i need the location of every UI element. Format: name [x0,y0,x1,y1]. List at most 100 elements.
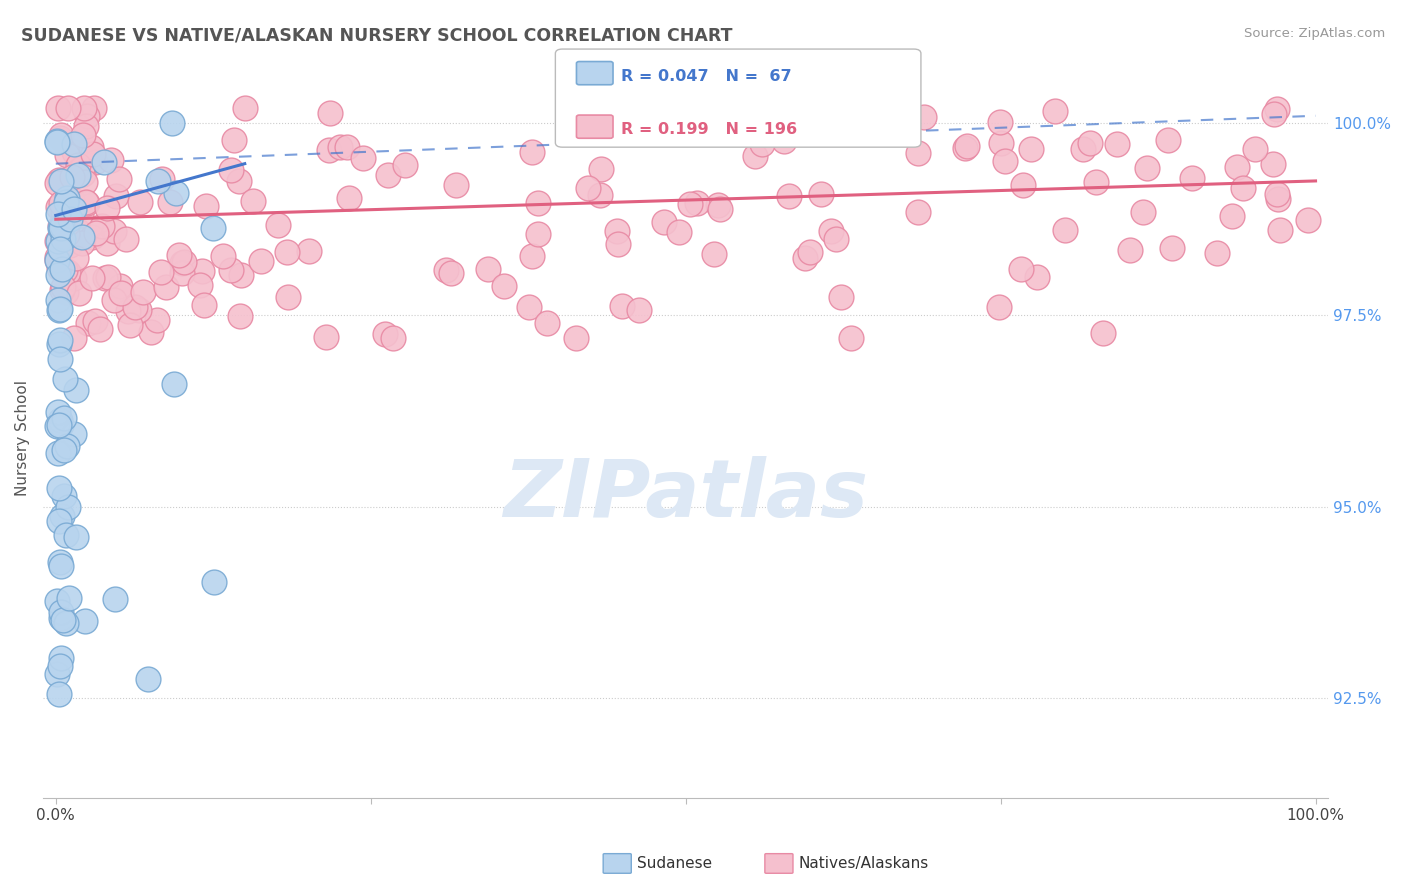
Point [374,327,396,342]
Point [55,615,77,630]
Point [152,171,174,186]
Point [51,261,73,276]
Point [267,218,290,232]
Point [55,285,77,299]
Point [67,164,90,178]
Point [146,174,169,188]
Point [165,186,187,200]
Point [79,140,101,154]
Point [83,314,105,328]
Text: ZIPatlas: ZIPatlas [503,457,868,534]
Point [628,303,651,318]
Point [132,285,155,299]
Point [1181,170,1204,185]
Point [67,162,90,177]
Point [526,227,548,242]
Point [49,555,72,569]
Point [58,101,80,115]
Point [46,176,69,190]
Point [110,285,132,300]
Point [63,271,86,285]
Point [51,509,73,524]
Point [58,591,80,606]
Point [250,254,273,268]
Point [778,189,800,203]
Point [229,268,252,282]
Point [51,283,73,297]
Point [1157,132,1180,146]
Point [987,300,1010,314]
Point [82,147,104,161]
Point [108,279,131,293]
Point [155,279,177,293]
Point [434,263,457,277]
Point [1091,326,1114,341]
Point [67,285,90,300]
Point [839,331,862,345]
Point [519,300,541,314]
Point [93,154,115,169]
Point [56,191,79,205]
Point [46,667,69,681]
Point [242,194,264,208]
Point [62,331,84,345]
Point [96,201,118,215]
Point [52,613,75,627]
Point [60,211,83,225]
Point [1078,136,1101,150]
Point [55,227,77,241]
Point [52,232,75,246]
Point [988,114,1011,128]
Point [48,261,70,276]
Point [48,687,70,701]
Point [235,101,257,115]
Point [108,172,131,186]
Point [1296,213,1319,227]
Point [191,263,214,277]
Point [1073,142,1095,156]
Point [72,168,94,182]
Point [315,330,337,344]
Point [94,271,117,285]
Point [72,128,94,142]
Point [56,148,79,162]
Point [53,410,76,425]
Point [576,181,599,195]
Point [104,591,127,606]
Point [744,149,766,163]
Point [46,293,69,307]
Point [228,174,250,188]
Point [48,173,70,187]
Point [52,443,75,458]
Point [994,154,1017,169]
Point [377,168,399,182]
Point [82,271,104,285]
Point [65,251,87,265]
Point [49,333,72,347]
Point [67,224,90,238]
Point [477,262,499,277]
Point [799,244,821,259]
Point [72,229,94,244]
Point [48,481,70,495]
Point [709,202,731,216]
Point [83,155,105,169]
Point [136,672,159,686]
Point [219,163,242,178]
Point [62,202,84,217]
Point [652,215,675,229]
Point [607,236,630,251]
Point [703,247,725,261]
Point [76,109,98,123]
Point [49,352,72,367]
Point [492,278,515,293]
Point [46,593,69,607]
Point [97,269,120,284]
Point [117,304,139,318]
Point [329,139,352,153]
Point [1220,209,1243,223]
Point [56,439,79,453]
Point [49,418,72,433]
Point [394,158,416,172]
Point [565,331,588,345]
